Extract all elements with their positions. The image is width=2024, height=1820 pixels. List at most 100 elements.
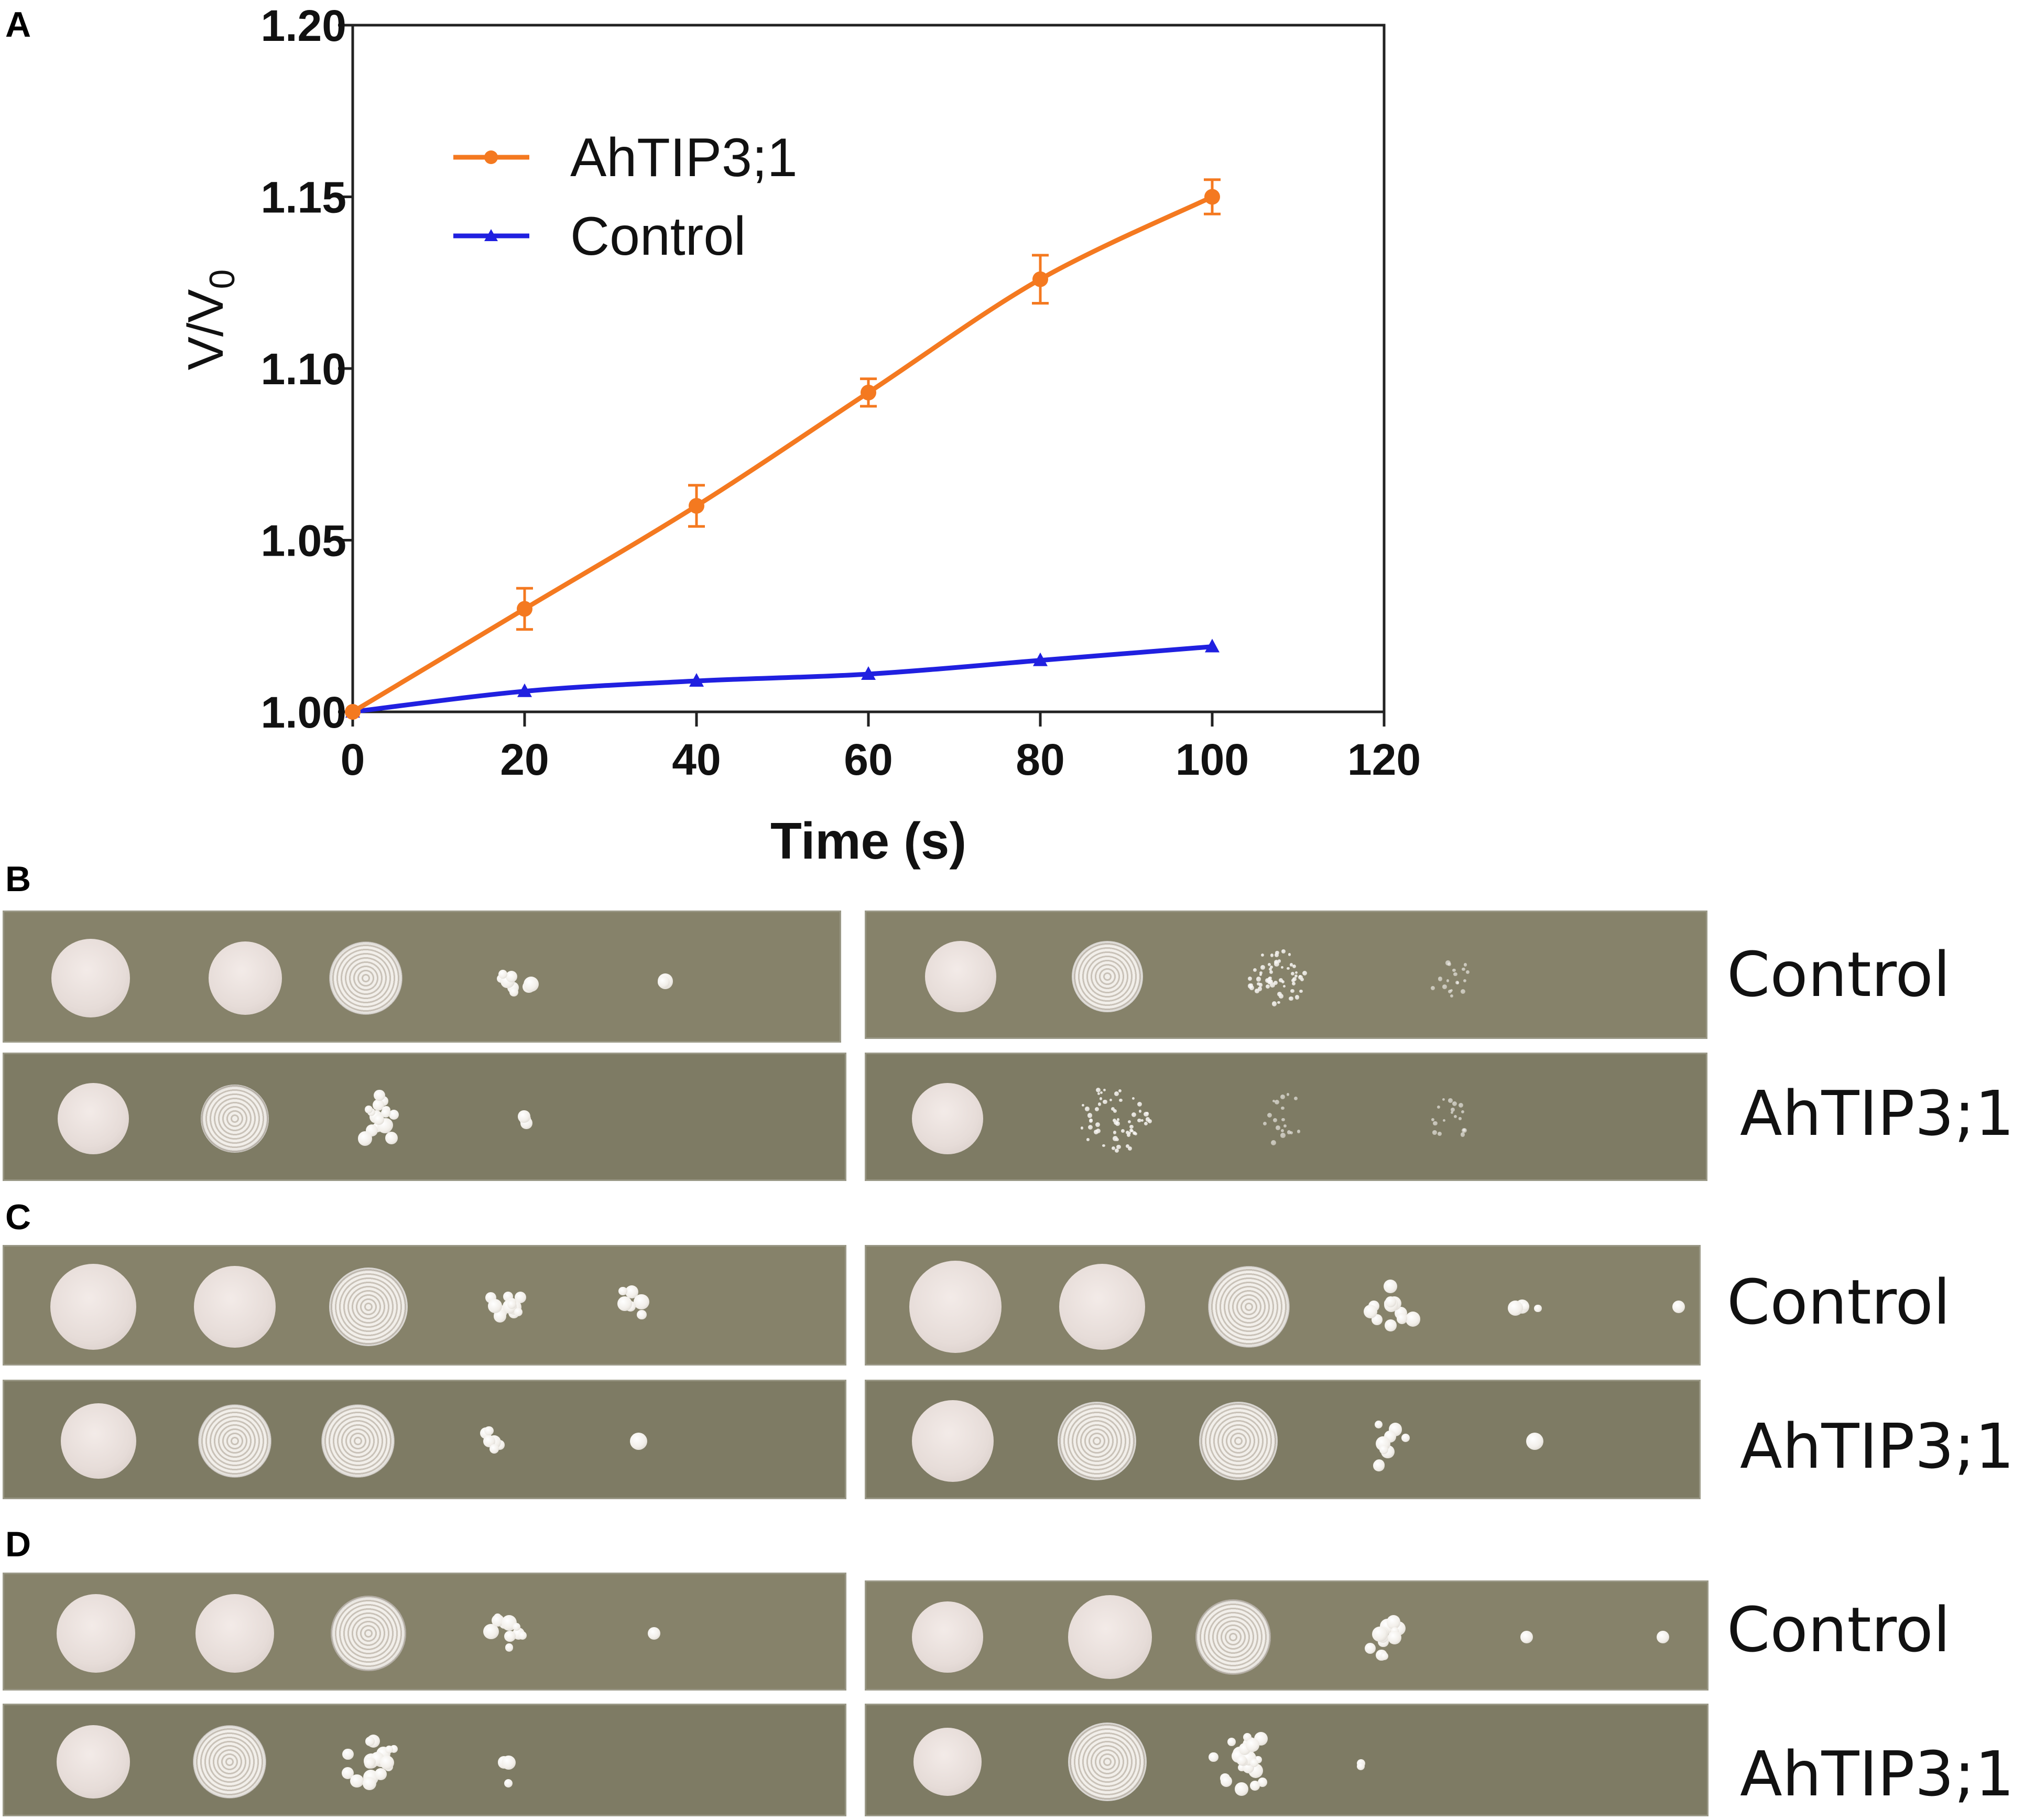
yeast-microcolony xyxy=(1095,1107,1100,1112)
row-label-d-control: Control xyxy=(1727,1594,1951,1666)
yeast-colony xyxy=(1257,1778,1267,1788)
yeast-microcolony xyxy=(1249,985,1255,990)
plate-c-control-left xyxy=(3,1245,846,1366)
yeast-colony xyxy=(507,1300,516,1309)
yeast-microcolony xyxy=(1275,950,1279,955)
yeast-spot xyxy=(1072,940,1143,1012)
panel-label-c: C xyxy=(5,1197,31,1237)
yeast-microcolony xyxy=(1290,989,1294,993)
yeast-microcolony xyxy=(1270,982,1275,988)
yeast-microcolony xyxy=(1431,986,1435,991)
yeast-microcolony xyxy=(1437,1105,1440,1109)
yeast-colony xyxy=(388,1109,399,1120)
yeast-microcolony xyxy=(1289,996,1293,1001)
yeast-spot xyxy=(50,1264,136,1350)
yeast-colony xyxy=(1237,1756,1247,1765)
y-axis-label: V/V0 xyxy=(178,269,242,371)
x-tick-label: 0 xyxy=(341,735,365,784)
series-line xyxy=(352,644,1213,714)
yeast-microcolony xyxy=(1112,1118,1117,1123)
x-tick-label: 80 xyxy=(1016,735,1064,784)
yeast-colony xyxy=(504,1779,513,1788)
yeast-microcolony xyxy=(1247,976,1252,981)
yeast-microcolony xyxy=(1286,1093,1290,1096)
yeast-microcolony xyxy=(1278,978,1283,983)
yeast-microcolony xyxy=(1446,979,1450,982)
yeast-microcolony xyxy=(1260,954,1264,957)
yeast-microcolony xyxy=(1280,1129,1284,1132)
yeast-microcolony xyxy=(1273,1118,1278,1122)
yeast-microcolony xyxy=(1297,1130,1301,1133)
series-ahtip3-1 xyxy=(345,178,1221,720)
yeast-microcolony xyxy=(1438,1132,1442,1136)
yeast-colony xyxy=(1396,1313,1408,1324)
yeast-microcolony xyxy=(1140,1119,1144,1122)
yeast-microcolony xyxy=(1114,1091,1119,1096)
yeast-microcolony xyxy=(1116,1145,1121,1150)
yeast-colony xyxy=(1401,1434,1410,1443)
yeast-microcolony xyxy=(1114,1149,1119,1153)
yeast-microcolony xyxy=(1145,1117,1150,1122)
yeast-microcolony xyxy=(1442,1119,1446,1122)
yeast-colony xyxy=(1357,1762,1365,1771)
yeast-spot xyxy=(209,941,282,1015)
yeast-colony xyxy=(1373,1460,1385,1471)
row-label-b-ahtip: AhTIP3;1 xyxy=(1740,1077,2015,1150)
series-line xyxy=(351,194,1213,714)
yeast-microcolony xyxy=(1130,1129,1134,1133)
yeast-spot xyxy=(57,1725,130,1799)
yeast-colony xyxy=(637,1310,647,1320)
yeast-colony xyxy=(350,1774,364,1788)
yeast-colony xyxy=(492,1614,504,1627)
yeast-colony xyxy=(374,1114,384,1125)
yeast-colony xyxy=(357,1131,372,1146)
yeast-colony xyxy=(1521,1302,1529,1310)
yeast-microcolony xyxy=(1461,1132,1465,1137)
yeast-microcolony xyxy=(1113,1131,1117,1134)
yeast-microcolony xyxy=(1272,1099,1276,1103)
data-point xyxy=(689,498,704,514)
yeast-spot xyxy=(1195,1599,1271,1675)
yeast-microcolony xyxy=(1267,1113,1272,1118)
yeast-microcolony xyxy=(1137,1102,1142,1107)
yeast-microcolony xyxy=(1255,989,1259,993)
yeast-microcolony xyxy=(1268,962,1271,966)
yeast-microcolony xyxy=(1283,1124,1287,1128)
plate-c-ahtip-right xyxy=(865,1380,1701,1499)
yeast-spot xyxy=(1208,1266,1290,1348)
yeast-microcolony xyxy=(1442,1098,1445,1101)
yeast-colony xyxy=(505,1643,514,1652)
yeast-microcolony xyxy=(1126,1130,1130,1135)
yeast-colony xyxy=(1208,1752,1218,1762)
yeast-microcolony xyxy=(1282,985,1286,988)
yeast-microcolony xyxy=(1269,970,1273,974)
y-tick-label: 1.10 xyxy=(261,344,347,394)
plate-d-ahtip-left xyxy=(3,1704,846,1816)
data-point xyxy=(1032,271,1048,287)
yeast-microcolony xyxy=(1111,1107,1115,1111)
x-tick-label: 40 xyxy=(672,735,721,784)
yeast-spot xyxy=(198,1404,271,1478)
y-tick-label: 1.05 xyxy=(261,516,347,566)
x-axis-label: Time (s) xyxy=(770,812,966,870)
yeast-microcolony xyxy=(1112,1146,1116,1150)
yeast-microcolony xyxy=(1126,1133,1131,1138)
yeast-microcolony xyxy=(1102,1144,1105,1147)
row-label-c-ahtip: AhTIP3;1 xyxy=(1740,1410,2015,1482)
yeast-microcolony xyxy=(1109,1098,1113,1101)
yeast-microcolony xyxy=(1453,972,1457,976)
yeast-spot xyxy=(321,1404,395,1478)
yeast-spot xyxy=(1068,1595,1152,1679)
x-tick-label: 120 xyxy=(1347,735,1421,784)
yeast-microcolony xyxy=(1087,1124,1093,1130)
yeast-microcolony xyxy=(1260,965,1265,970)
data-point xyxy=(1205,638,1220,653)
yeast-microcolony xyxy=(1292,965,1297,969)
yeast-microcolony xyxy=(1097,1102,1102,1106)
yeast-colony xyxy=(1385,1296,1397,1308)
yeast-colony xyxy=(1405,1312,1421,1327)
yeast-microcolony xyxy=(1089,1119,1093,1123)
yeast-microcolony xyxy=(1269,967,1272,971)
yeast-colony xyxy=(1534,1304,1542,1313)
yeast-spot xyxy=(61,1403,136,1479)
